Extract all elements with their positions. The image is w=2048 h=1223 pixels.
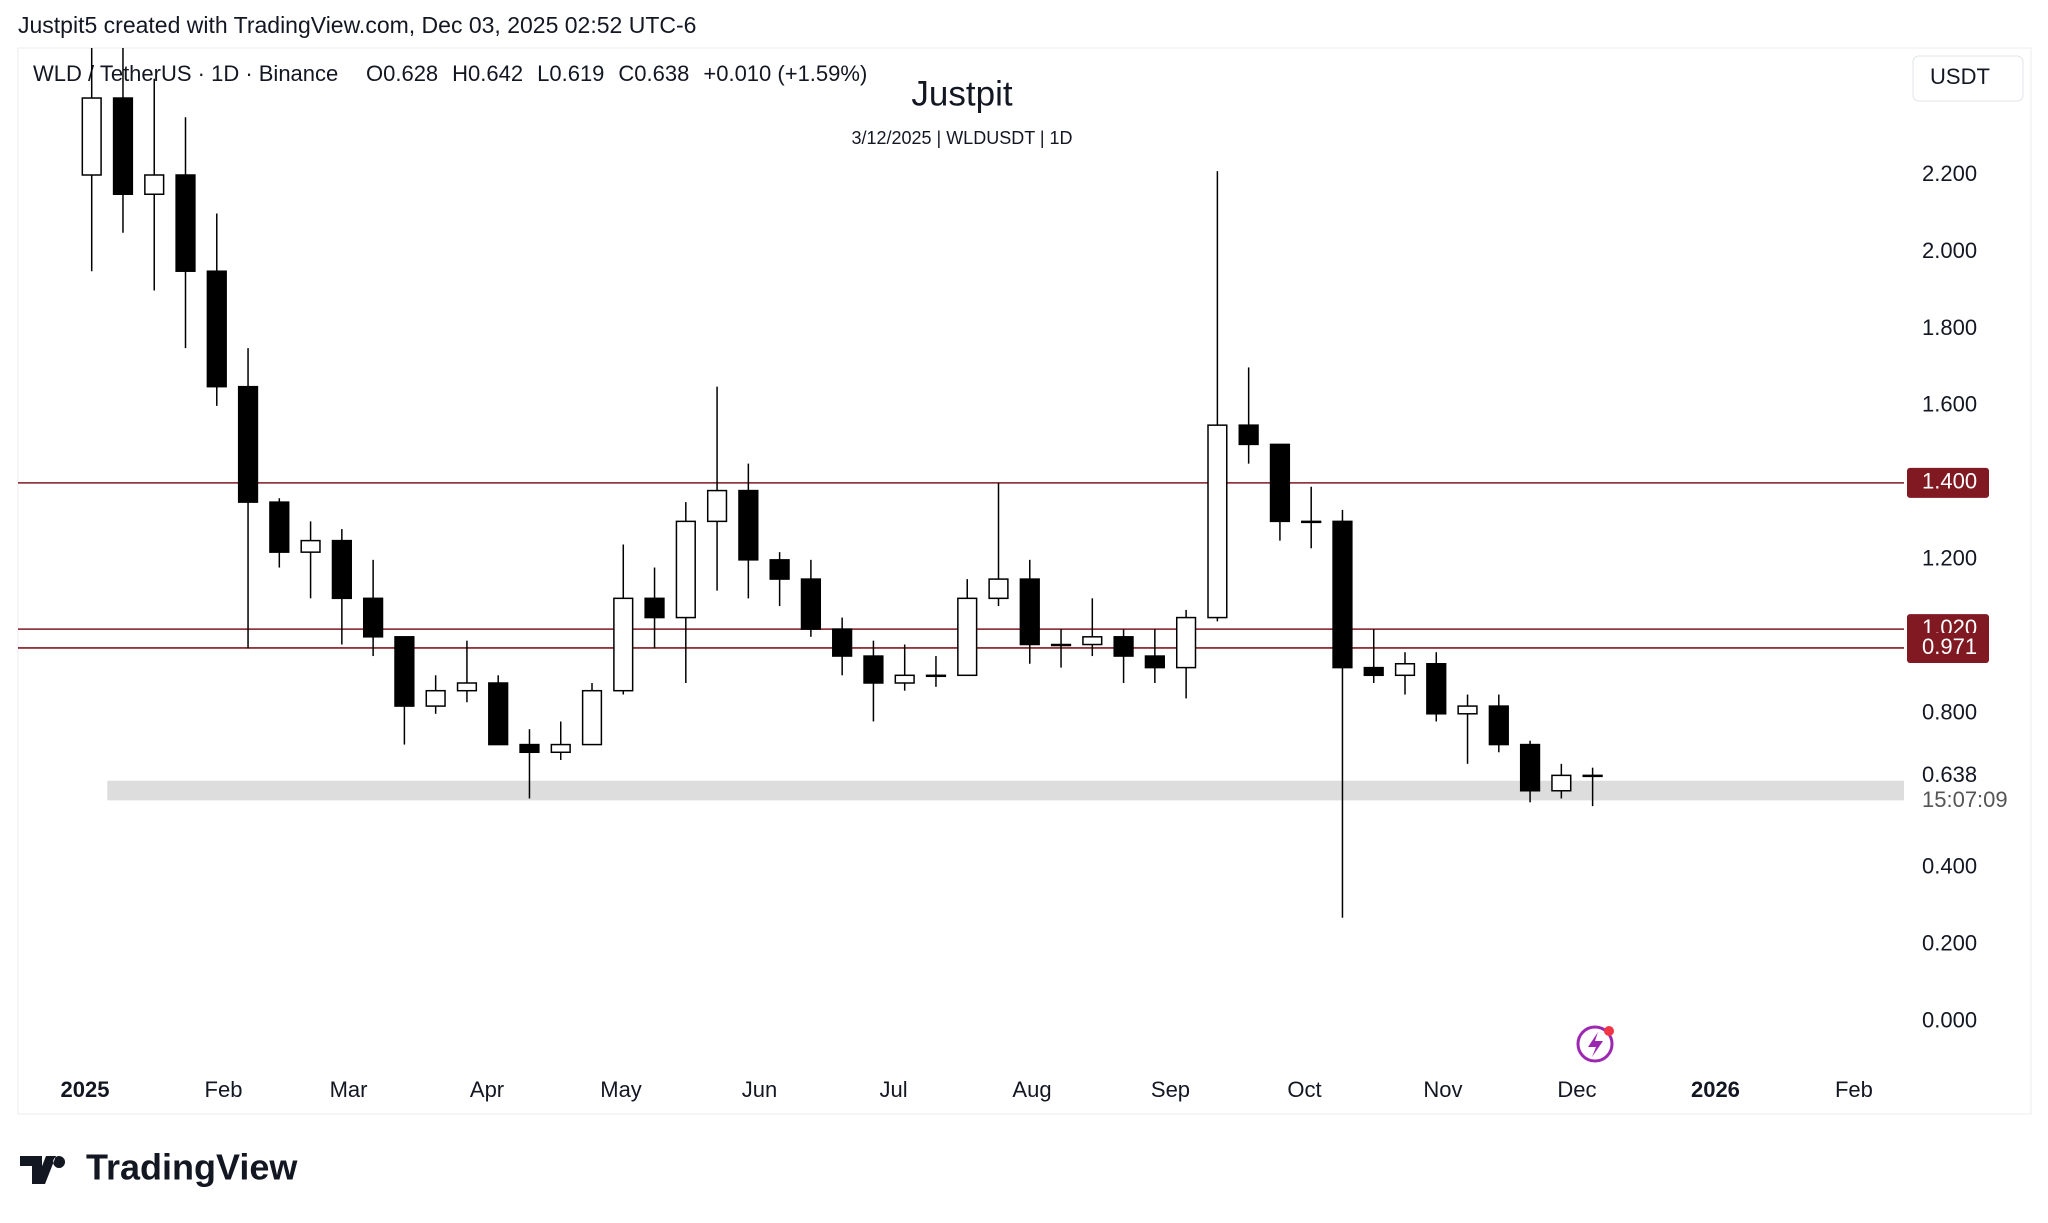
candle-body [1113, 636, 1134, 657]
candle-body [769, 559, 790, 580]
candle-body [112, 97, 134, 195]
last-price: 0.638 [1922, 762, 1977, 787]
x-tick-label: Oct [1287, 1077, 1321, 1102]
candle-body [519, 743, 540, 754]
candle-body [1394, 663, 1416, 677]
candle-body [738, 489, 759, 561]
candle-body [331, 539, 352, 600]
brand: TradingView [86, 1147, 298, 1188]
x-tick-label: Feb [1835, 1077, 1873, 1102]
candle-body [1457, 705, 1478, 715]
support-zone [107, 780, 1905, 801]
y-tick-label: 0.000 [1922, 1007, 1977, 1032]
candle-body [1582, 774, 1603, 778]
symbol: WLD / TetherUS · 1D · Binance [33, 61, 338, 86]
candle-body [206, 270, 227, 388]
ohlc-legend: +0.010 (+1.59%) [703, 61, 867, 86]
x-tick-label: Dec [1557, 1077, 1596, 1102]
candles [81, 48, 1603, 918]
y-tick-label: 1.600 [1922, 392, 1977, 417]
y-tick-label: 0.800 [1922, 700, 1977, 725]
ohlc-legend: L0.619 [537, 61, 604, 86]
x-tick-label: Nov [1423, 1077, 1462, 1102]
candle-body [1175, 616, 1197, 669]
logo [20, 1156, 66, 1184]
candle-body [394, 636, 415, 707]
candle-body [550, 743, 571, 754]
x-tick-label: Jun [742, 1077, 777, 1102]
candle-body [1332, 520, 1353, 669]
y-tick-label: 1.200 [1922, 546, 1977, 571]
y-tick-label: 0.400 [1922, 854, 1977, 879]
ohlc-legend: C0.638 [618, 61, 689, 86]
candle-body [1238, 424, 1259, 446]
candle-body [237, 385, 259, 503]
y-tick-label: 1.800 [1922, 315, 1977, 340]
header: Justpit5 created with TradingView.com, D… [18, 12, 696, 38]
candle-body [144, 174, 165, 195]
candle-body [1019, 578, 1040, 646]
candle-body [300, 539, 321, 553]
candle-body [456, 682, 478, 692]
x-tick-label: Apr [470, 1077, 504, 1102]
candle-body [1363, 666, 1384, 677]
currency[interactable]: USDT [1930, 64, 1990, 89]
candle-body [362, 597, 384, 638]
chart-frame [17, 47, 2032, 1115]
candle-body [675, 520, 696, 619]
candle-body [81, 97, 102, 176]
currency-button[interactable] [1912, 55, 2024, 102]
candle-body [1519, 743, 1541, 792]
candle-body [1488, 705, 1509, 746]
candle-body [706, 489, 728, 523]
candle-body [425, 689, 446, 707]
candle-body [644, 597, 665, 619]
y-tick-label: 2.200 [1922, 161, 1977, 186]
x-tick-label: Sep [1151, 1077, 1190, 1102]
x-tick-label: Jul [879, 1077, 907, 1102]
candle-body [1301, 520, 1322, 524]
y-tick-label: 0.200 [1922, 931, 1977, 956]
candle-body [175, 174, 196, 272]
candle-body [925, 674, 947, 678]
candle-body [957, 597, 978, 677]
alert-icon [1576, 1025, 1614, 1063]
x-tick-label: Mar [330, 1077, 368, 1102]
chart-title: Justpit [911, 74, 1012, 113]
candle-body [581, 689, 603, 746]
x-tick-label: Aug [1012, 1077, 1051, 1102]
x-tick-label: 2026 [1691, 1077, 1740, 1102]
candle-body [832, 628, 853, 657]
candle-body [1269, 443, 1291, 523]
candle-body [1144, 655, 1165, 669]
level-label: 1.400 [1922, 469, 1977, 494]
candle-body [1551, 774, 1572, 792]
level-label-box [1907, 467, 1989, 498]
x-tick-label: 2025 [61, 1077, 110, 1102]
candle-body [1426, 663, 1447, 715]
candle-body [269, 501, 290, 553]
level-label-box [1907, 632, 1989, 663]
x-tick-label: Feb [205, 1077, 243, 1102]
candle-body [800, 578, 822, 630]
level-label: 0.971 [1922, 634, 1977, 659]
candle-body [988, 578, 1009, 600]
candle-body [488, 682, 509, 746]
candle-body [613, 597, 634, 692]
ohlc-legend: H0.642 [452, 61, 523, 86]
ohlc-legend: O0.628 [366, 61, 438, 86]
countdown: 15:07:09 [1922, 787, 2008, 812]
candle-body [1207, 424, 1228, 619]
x-tick-label: May [600, 1077, 642, 1102]
chart-subtitle: 3/12/2025 | WLDUSDT | 1D [851, 128, 1072, 148]
y-tick-label: 2.000 [1922, 238, 1977, 263]
candle-body [1082, 636, 1103, 646]
candle-body [894, 674, 915, 684]
candle-body [863, 655, 884, 684]
candle-body [1050, 643, 1072, 647]
